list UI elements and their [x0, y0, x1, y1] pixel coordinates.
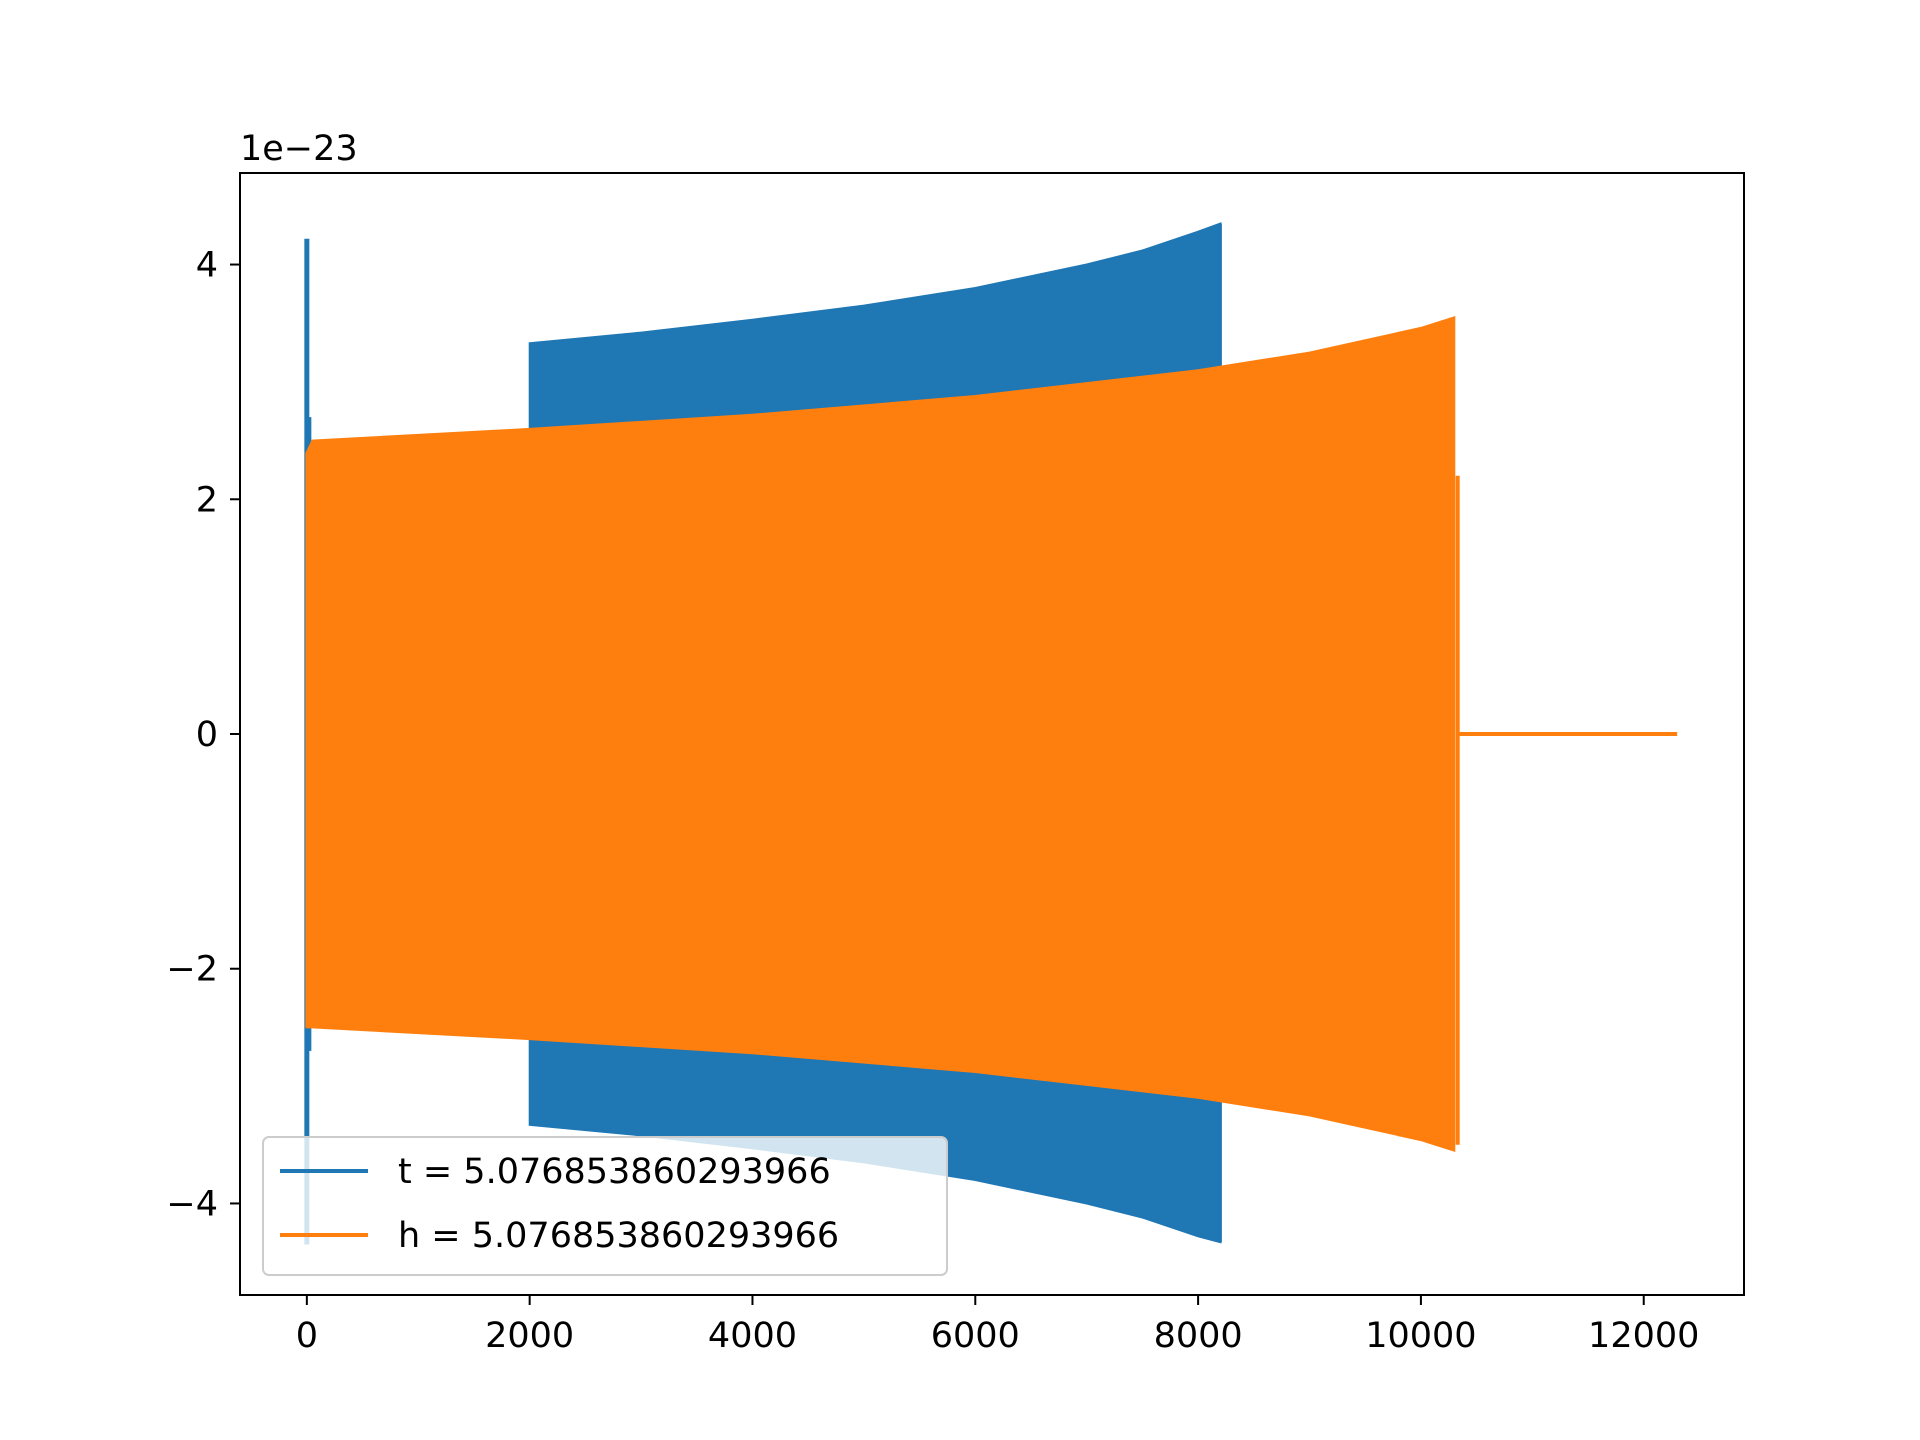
x-tick-label: 4000	[708, 1316, 797, 1356]
x-tick-label: 10000	[1365, 1316, 1476, 1356]
plot-area	[304, 222, 1678, 1245]
x-tick-label: 0	[296, 1316, 318, 1356]
legend: t = 5.076853860293966 h = 5.076853860293…	[262, 1136, 948, 1276]
y-axis: −4 −2 0 2 4	[166, 246, 240, 1224]
y-tick-label: 2	[196, 480, 218, 520]
y-tick-label: 0	[196, 715, 218, 755]
x-tick-label: 2000	[485, 1316, 574, 1356]
x-tick-label: 6000	[931, 1316, 1020, 1356]
y-offset-label: 1e−23	[240, 129, 358, 169]
x-axis: 0 2000 4000 6000 8000 10000 12000	[296, 1295, 1699, 1356]
y-tick-label: −2	[166, 950, 218, 990]
legend-box	[262, 1136, 948, 1276]
y-tick-label: 4	[196, 246, 218, 286]
legend-label-t: t = 5.076853860293966	[398, 1152, 831, 1192]
series-h-oscillation-band	[305, 316, 1456, 1152]
series-layer	[304, 222, 1678, 1245]
x-tick-label: 12000	[1588, 1316, 1699, 1356]
x-tick-label: 8000	[1154, 1316, 1243, 1356]
y-tick-label: −4	[166, 1184, 218, 1224]
legend-label-h: h = 5.076853860293966	[398, 1216, 839, 1256]
